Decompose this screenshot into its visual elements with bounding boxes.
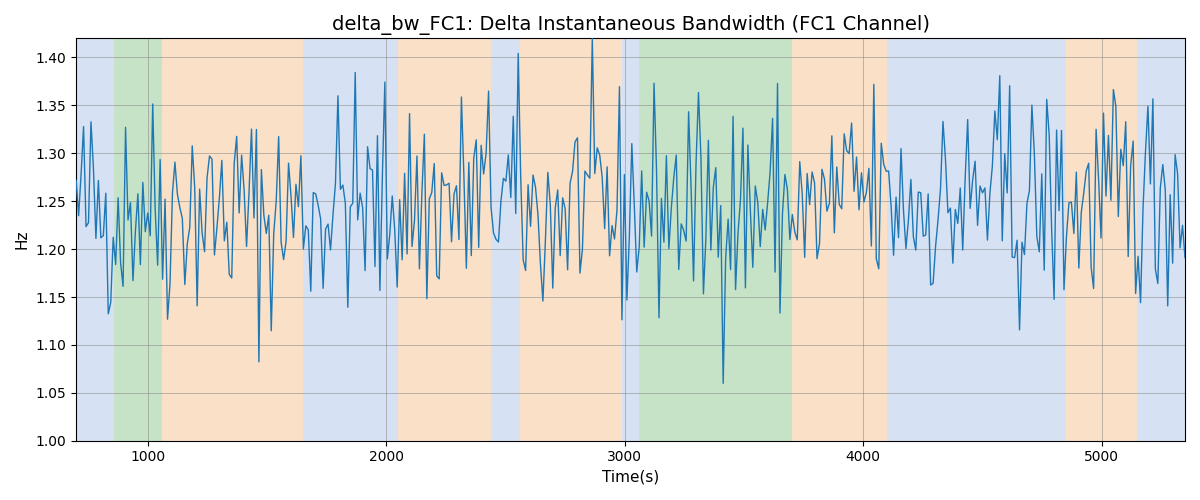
Bar <box>302 38 398 440</box>
Bar <box>638 38 744 440</box>
Bar <box>114 38 162 440</box>
Bar <box>520 38 623 440</box>
Title: delta_bw_FC1: Delta Instantaneous Bandwidth (FC1 Channel): delta_bw_FC1: Delta Instantaneous Bandwi… <box>331 15 930 35</box>
Y-axis label: Hz: Hz <box>14 230 30 250</box>
Bar <box>76 38 114 440</box>
Bar <box>744 38 792 440</box>
Bar <box>623 38 638 440</box>
Bar <box>792 38 887 440</box>
Bar <box>1138 38 1184 440</box>
Bar <box>1066 38 1138 440</box>
X-axis label: Time(s): Time(s) <box>602 470 659 485</box>
Bar <box>398 38 491 440</box>
Bar <box>162 38 302 440</box>
Bar <box>887 38 1066 440</box>
Bar <box>491 38 520 440</box>
